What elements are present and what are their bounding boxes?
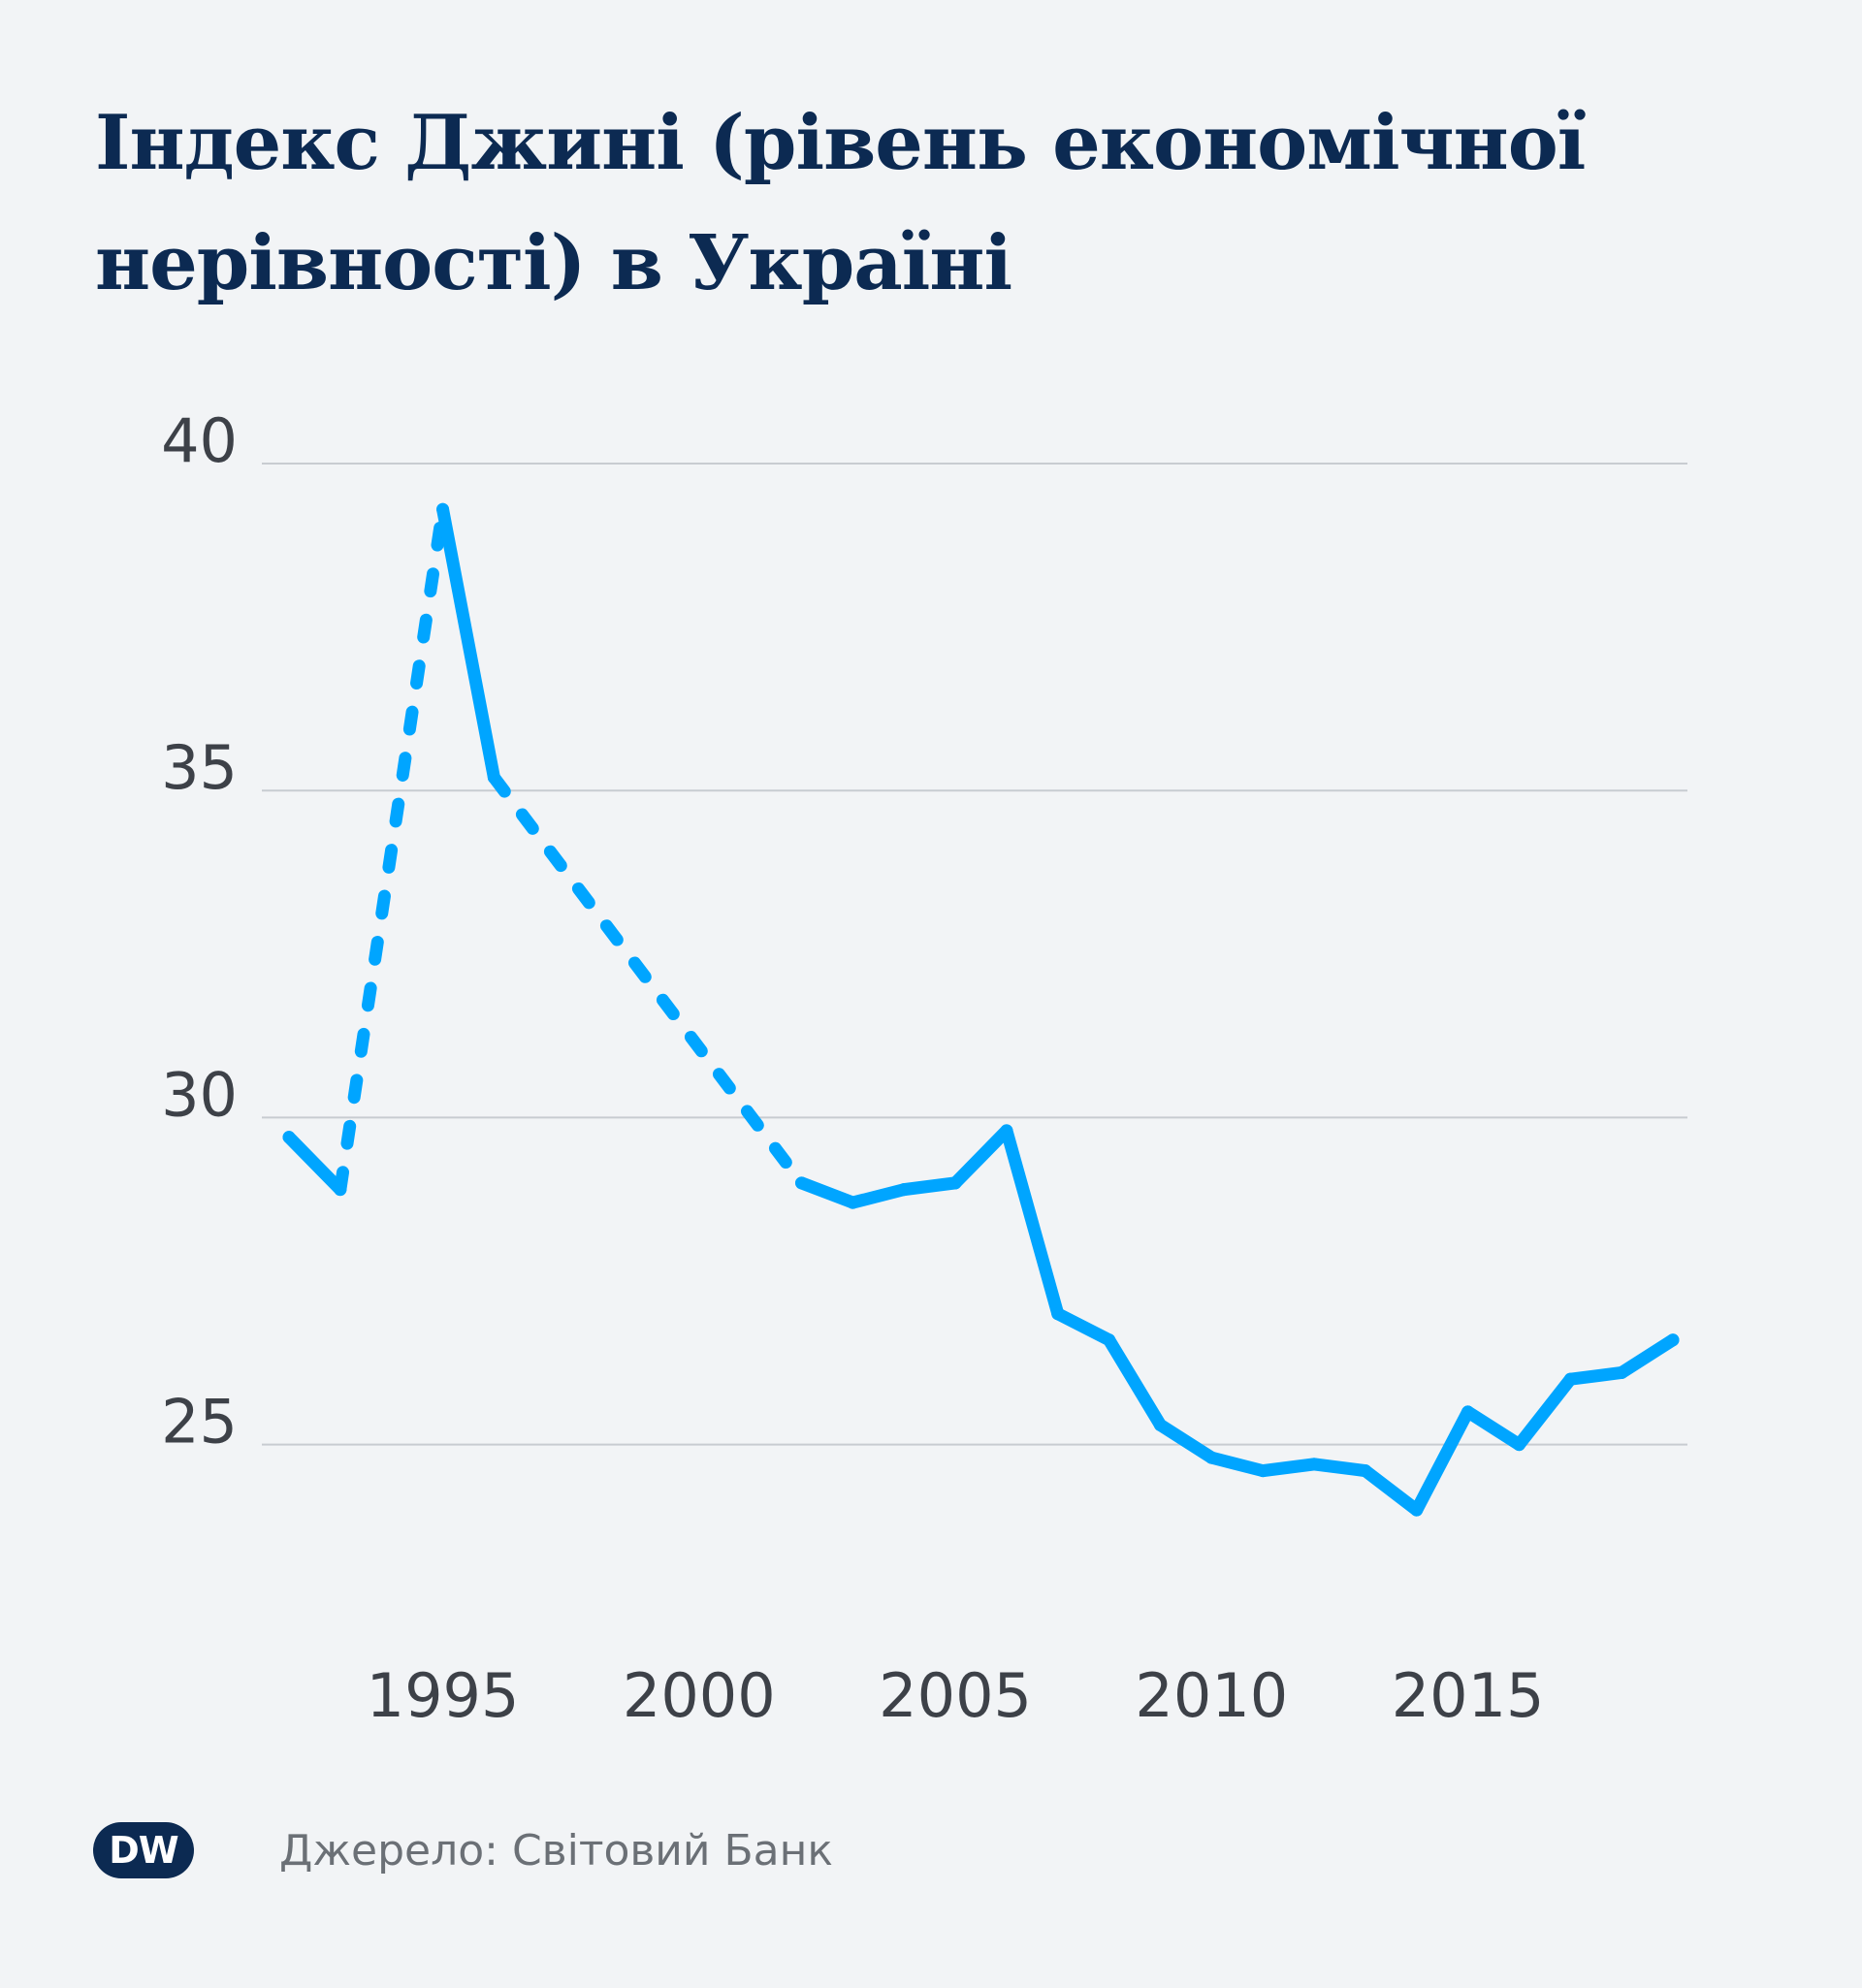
data-point bbox=[897, 1183, 911, 1197]
source-note: Джерело: Світовий Банк bbox=[279, 1825, 833, 1876]
chart-title: Індекс Джині (рівень економічної нерівно… bbox=[95, 99, 1586, 307]
line-segment bbox=[1153, 1418, 1218, 1464]
line-segment bbox=[282, 1131, 347, 1197]
data-point bbox=[846, 1196, 859, 1209]
line-segment bbox=[1410, 1405, 1475, 1517]
x-axis-tick-labels: 1995 2000 2005 2010 2015 bbox=[367, 1660, 1545, 1731]
data-point bbox=[1153, 1418, 1167, 1431]
y-tick-label: 35 bbox=[161, 732, 238, 803]
line-segment bbox=[1512, 1372, 1577, 1452]
line-segment bbox=[1307, 1458, 1372, 1478]
line-segment bbox=[846, 1183, 911, 1209]
gridlines bbox=[262, 463, 1687, 1446]
data-point bbox=[1512, 1438, 1525, 1452]
line-segment-gap bbox=[334, 502, 450, 1197]
data-point bbox=[334, 1183, 347, 1197]
data-point bbox=[487, 771, 500, 785]
x-tick-label: 2015 bbox=[1392, 1660, 1545, 1731]
data-point bbox=[1307, 1458, 1321, 1471]
data-point bbox=[1666, 1333, 1680, 1347]
data-point bbox=[282, 1131, 296, 1144]
line-segment bbox=[1204, 1451, 1269, 1478]
data-point bbox=[1000, 1124, 1013, 1138]
data-point bbox=[1103, 1333, 1116, 1347]
line-segment bbox=[1563, 1365, 1628, 1386]
x-tick-label: 2005 bbox=[879, 1660, 1032, 1731]
data-point bbox=[1563, 1372, 1577, 1386]
line-segment bbox=[948, 1124, 1013, 1190]
line-segment bbox=[1359, 1464, 1424, 1517]
line-segment bbox=[1103, 1333, 1167, 1431]
footer: DW Джерело: Світовий Банк bbox=[93, 1817, 833, 1883]
y-tick-label: 25 bbox=[161, 1387, 238, 1458]
line-segment bbox=[897, 1176, 962, 1197]
data-point bbox=[436, 502, 450, 516]
x-tick-label: 1995 bbox=[367, 1660, 520, 1731]
line-segment bbox=[1615, 1333, 1680, 1379]
line-segment-gap bbox=[487, 771, 809, 1190]
line-segment bbox=[436, 502, 500, 785]
data-point bbox=[1359, 1464, 1372, 1478]
line-segment bbox=[1051, 1307, 1116, 1347]
line-segment bbox=[1461, 1405, 1525, 1452]
line-segment bbox=[1256, 1458, 1321, 1478]
line-chart: 25 30 35 40 1995 2000 2005 2010 2015 bbox=[161, 405, 1687, 1731]
line-segment bbox=[1000, 1124, 1065, 1321]
data-point bbox=[1615, 1365, 1628, 1379]
data-point bbox=[1256, 1464, 1269, 1478]
x-tick-label: 2000 bbox=[623, 1660, 776, 1731]
y-tick-label: 40 bbox=[161, 405, 238, 476]
y-tick-label: 30 bbox=[161, 1059, 238, 1130]
line-segment bbox=[795, 1176, 859, 1209]
data-point bbox=[1204, 1451, 1218, 1464]
dw-logo: DW bbox=[93, 1822, 194, 1878]
data-point bbox=[1461, 1405, 1475, 1419]
data-point bbox=[795, 1176, 809, 1190]
x-tick-label: 2010 bbox=[1135, 1660, 1288, 1731]
y-axis-tick-labels: 25 30 35 40 bbox=[161, 405, 238, 1458]
gini-line-series bbox=[282, 502, 1680, 1517]
data-point bbox=[948, 1176, 962, 1190]
data-point bbox=[1410, 1503, 1424, 1517]
data-point bbox=[1051, 1307, 1065, 1321]
